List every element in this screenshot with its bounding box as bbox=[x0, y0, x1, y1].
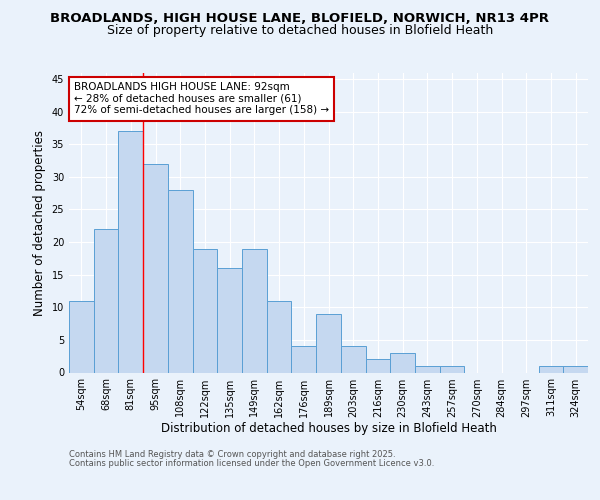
Text: Contains public sector information licensed under the Open Government Licence v3: Contains public sector information licen… bbox=[69, 459, 434, 468]
Bar bbox=[69, 301, 94, 372]
Text: Size of property relative to detached houses in Blofield Heath: Size of property relative to detached ho… bbox=[107, 24, 493, 37]
Bar bbox=[539, 366, 563, 372]
Bar bbox=[143, 164, 168, 372]
Text: BROADLANDS HIGH HOUSE LANE: 92sqm
← 28% of detached houses are smaller (61)
72% : BROADLANDS HIGH HOUSE LANE: 92sqm ← 28% … bbox=[74, 82, 329, 116]
Bar bbox=[242, 248, 267, 372]
Bar bbox=[365, 360, 390, 372]
Text: BROADLANDS, HIGH HOUSE LANE, BLOFIELD, NORWICH, NR13 4PR: BROADLANDS, HIGH HOUSE LANE, BLOFIELD, N… bbox=[50, 12, 550, 26]
Bar bbox=[292, 346, 316, 372]
Bar bbox=[168, 190, 193, 372]
Bar bbox=[341, 346, 365, 372]
Text: Contains HM Land Registry data © Crown copyright and database right 2025.: Contains HM Land Registry data © Crown c… bbox=[69, 450, 395, 459]
Bar bbox=[390, 353, 415, 372]
Bar bbox=[217, 268, 242, 372]
Y-axis label: Number of detached properties: Number of detached properties bbox=[33, 130, 46, 316]
Bar bbox=[118, 131, 143, 372]
Bar bbox=[94, 229, 118, 372]
Bar bbox=[415, 366, 440, 372]
X-axis label: Distribution of detached houses by size in Blofield Heath: Distribution of detached houses by size … bbox=[161, 422, 496, 436]
Bar bbox=[267, 301, 292, 372]
Bar bbox=[316, 314, 341, 372]
Bar bbox=[440, 366, 464, 372]
Bar bbox=[563, 366, 588, 372]
Bar bbox=[193, 248, 217, 372]
